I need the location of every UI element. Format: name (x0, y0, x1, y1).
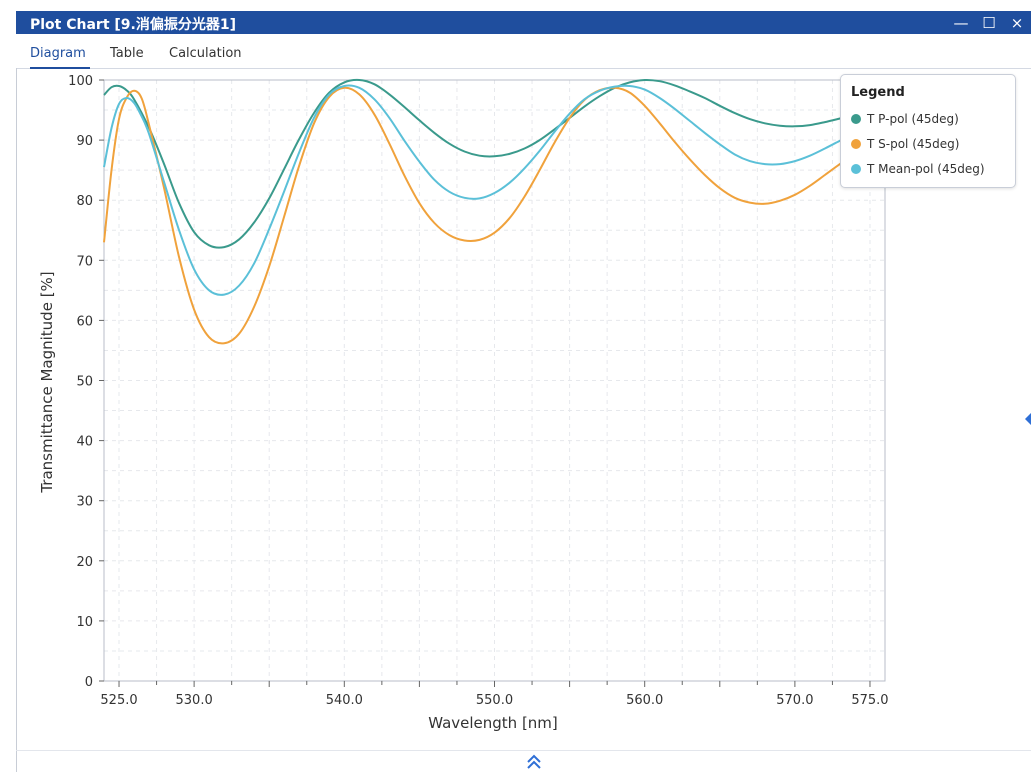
y-tick-label: 100 (68, 74, 93, 89)
window-controls: — ☐ × (947, 11, 1031, 34)
chart-legend: Legend T P-pol (45deg) T S-pol (45deg) T… (840, 74, 1016, 188)
legend-label-p-pol: T P-pol (45deg) (867, 112, 959, 126)
panel-footer-divider (16, 750, 1031, 751)
x-tick-label: 540.0 (326, 693, 363, 708)
minimize-icon[interactable]: — (953, 13, 969, 32)
x-tick-label: 530.0 (176, 693, 213, 708)
tab-calculation[interactable]: Calculation (169, 46, 242, 61)
tab-bar: Diagram Table Calculation (16, 40, 1031, 69)
chevron-left-icon[interactable] (1025, 410, 1031, 425)
y-tick-label: 90 (76, 134, 93, 149)
chart-grid (104, 80, 885, 681)
y-axis-label: Transmittance Magnitude [%] (38, 271, 56, 493)
y-tick-label: 10 (76, 615, 93, 630)
y-tick-label: 20 (76, 555, 93, 570)
active-tab-indicator (30, 67, 90, 69)
maximize-icon[interactable]: ☐ (982, 13, 996, 32)
x-tick-label: 575.0 (851, 693, 888, 708)
window-title: Plot Chart [9.消偏振分光器1] (30, 17, 237, 33)
legend-swatch-s-pol (851, 139, 861, 149)
tab-table[interactable]: Table (110, 46, 144, 61)
series-line-s-pol (103, 86, 871, 345)
legend-item-mean-pol[interactable]: T Mean-pol (45deg) (851, 162, 985, 176)
close-icon[interactable]: × (1010, 13, 1024, 32)
tab-diagram[interactable]: Diagram (30, 46, 86, 61)
x-tick-label: 560.0 (626, 693, 663, 708)
x-tick-label: 570.0 (776, 693, 813, 708)
legend-item-p-pol[interactable]: T P-pol (45deg) (851, 112, 959, 126)
x-tick-label: 525.0 (100, 693, 137, 708)
legend-item-s-pol[interactable]: T S-pol (45deg) (851, 137, 959, 151)
legend-label-mean-pol: T Mean-pol (45deg) (867, 162, 985, 176)
legend-swatch-p-pol (851, 114, 861, 124)
double-chevron-up-icon[interactable] (522, 751, 546, 772)
y-tick-label: 80 (76, 194, 93, 209)
legend-title: Legend (851, 85, 905, 100)
chart-series (103, 78, 871, 345)
series-line-mean-pol (103, 84, 871, 296)
y-tick-label: 70 (76, 254, 93, 269)
legend-swatch-mean-pol (851, 164, 861, 174)
window-titlebar: Plot Chart [9.消偏振分光器1] — ☐ × (16, 11, 1031, 34)
panel-left-border (16, 68, 17, 772)
y-tick-label: 40 (76, 435, 93, 450)
y-tick-label: 60 (76, 314, 93, 329)
y-tick-label: 50 (76, 375, 93, 390)
x-axis-ticks: 525.0 530.0 540.0 550.0 560.0 570.0 575.0 (100, 681, 889, 708)
series-line-p-pol (103, 78, 871, 249)
x-axis-label: Wavelength [nm] (428, 714, 558, 732)
y-tick-label: 0 (85, 675, 93, 690)
y-axis-ticks: 0 10 20 30 40 50 60 70 80 90 100 (68, 74, 104, 690)
legend-label-s-pol: T S-pol (45deg) (867, 137, 960, 151)
y-tick-label: 30 (76, 495, 93, 510)
x-tick-label: 550.0 (476, 693, 513, 708)
